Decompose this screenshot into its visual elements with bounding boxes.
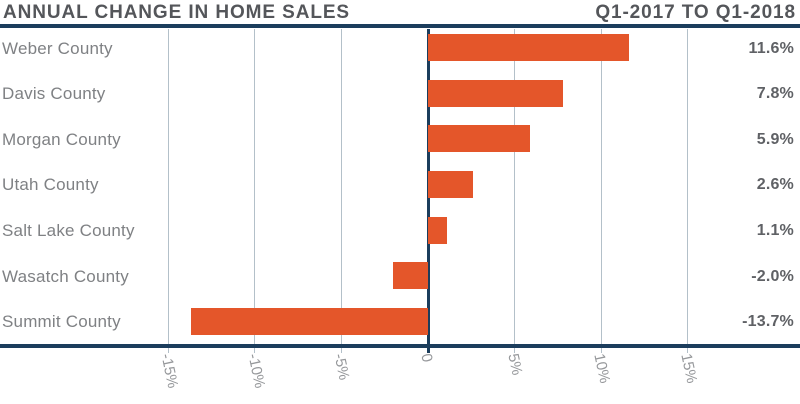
category-label: Wasatch County [2,266,129,286]
category-label: Utah County [2,175,99,195]
gridline [687,29,689,353]
category-label: Morgan County [2,129,121,149]
chart-title: ANNUAL CHANGE IN HOME SALES [3,2,350,23]
x-tick-label: 10% [590,352,614,385]
category-label: Weber County [2,38,113,58]
value-label: 1.1% [756,222,794,240]
value-label: 7.8% [756,85,794,103]
value-label: -2.0% [751,267,794,285]
value-label: 11.6% [748,39,794,57]
x-tick-label: -10% [244,352,268,390]
x-tick-label: 0 [417,352,436,364]
value-bar [428,79,564,107]
top-rule [0,24,800,28]
value-bar [428,125,531,153]
category-label: Salt Lake County [2,221,135,241]
value-label: -13.7% [742,313,794,331]
value-bar [428,216,448,244]
gridline [514,29,516,353]
value-bar [428,170,474,198]
bottom-rule [0,344,800,348]
gridline [600,29,602,353]
gridline [167,29,169,353]
x-tick-label: 5% [504,352,526,377]
value-label: 2.6% [756,176,794,194]
value-bar [428,34,630,61]
value-label: 5.9% [756,130,794,148]
value-bar [393,262,428,290]
category-label: Summit County [2,312,121,332]
x-tick-label: 15% [677,352,701,385]
chart-subtitle: Q1-2017 TO Q1-2018 [595,2,796,23]
gridline [254,29,256,353]
category-label: Davis County [2,84,106,104]
value-bar [190,307,428,335]
x-tick-label: -15% [157,352,182,390]
gridline [340,29,342,353]
x-tick-label: -5% [330,352,353,382]
